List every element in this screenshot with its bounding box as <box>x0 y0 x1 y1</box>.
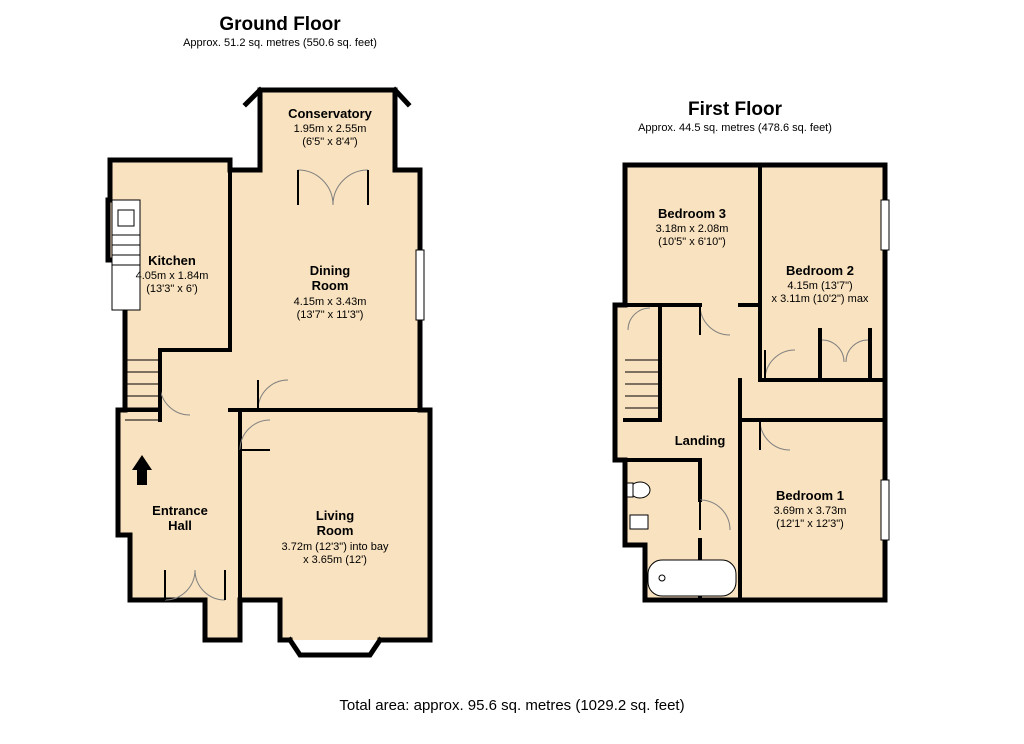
dining-label: Dining <box>310 263 350 278</box>
ground-main-fill <box>108 160 430 640</box>
svg-text:(13'7" x 11'3"): (13'7" x 11'3") <box>297 309 364 321</box>
svg-text:x 3.65m (12'): x 3.65m (12') <box>303 554 367 566</box>
svg-text:1.95m x 2.55m: 1.95m x 2.55m <box>294 123 367 135</box>
kitchen-label: Kitchen <box>148 253 196 268</box>
ground-floor: Ground Floor Approx. 51.2 sq. metres (55… <box>108 14 430 655</box>
living-label: Living <box>316 508 354 523</box>
entrance-label: Entrance <box>152 503 208 518</box>
total-area: Total area: approx. 95.6 sq. metres (102… <box>339 697 684 714</box>
svg-text:3.18m x 2.08m: 3.18m x 2.08m <box>656 223 729 235</box>
svg-text:4.15m (13'7"): 4.15m (13'7") <box>787 280 852 292</box>
bed3-label: Bedroom 3 <box>658 206 726 221</box>
svg-text:(10'5" x 6'10"): (10'5" x 6'10") <box>658 236 726 248</box>
first-subtitle: Approx. 44.5 sq. metres (478.6 sq. feet) <box>638 122 832 134</box>
ground-subtitle: Approx. 51.2 sq. metres (550.6 sq. feet) <box>183 37 377 49</box>
conservatory-label: Conservatory <box>288 106 373 121</box>
svg-text:3.72m (12'3") into bay: 3.72m (12'3") into bay <box>282 541 389 553</box>
svg-text:4.05m x 1.84m: 4.05m x 1.84m <box>136 270 209 282</box>
landing-label: Landing <box>675 433 726 448</box>
bed2-label: Bedroom 2 <box>786 263 854 278</box>
window-icon <box>881 480 889 540</box>
svg-text:Room: Room <box>317 523 354 538</box>
svg-text:Room: Room <box>312 278 349 293</box>
svg-text:(13'3" x 6'): (13'3" x 6') <box>146 283 198 295</box>
first-title: First Floor <box>688 99 783 120</box>
first-floor: First Floor Approx. 44.5 sq. metres (478… <box>615 99 889 600</box>
svg-text:4.15m x 3.43m: 4.15m x 3.43m <box>294 296 367 308</box>
floorplan-diagram: Ground Floor Approx. 51.2 sq. metres (55… <box>0 0 1024 744</box>
svg-text:(12'1" x 12'3"): (12'1" x 12'3") <box>776 518 844 530</box>
svg-text:Hall: Hall <box>168 518 192 533</box>
svg-text:3.69m x 3.73m: 3.69m x 3.73m <box>774 505 847 517</box>
svg-text:x 3.11m (10'2") max: x 3.11m (10'2") max <box>772 293 869 305</box>
window-icon <box>416 250 424 320</box>
window-icon <box>881 200 889 250</box>
svg-text:(6'5" x 8'4"): (6'5" x 8'4") <box>302 136 357 148</box>
ground-title: Ground Floor <box>219 14 341 35</box>
bed1-label: Bedroom 1 <box>776 488 844 503</box>
kitchen-fixture-icon <box>112 200 140 310</box>
